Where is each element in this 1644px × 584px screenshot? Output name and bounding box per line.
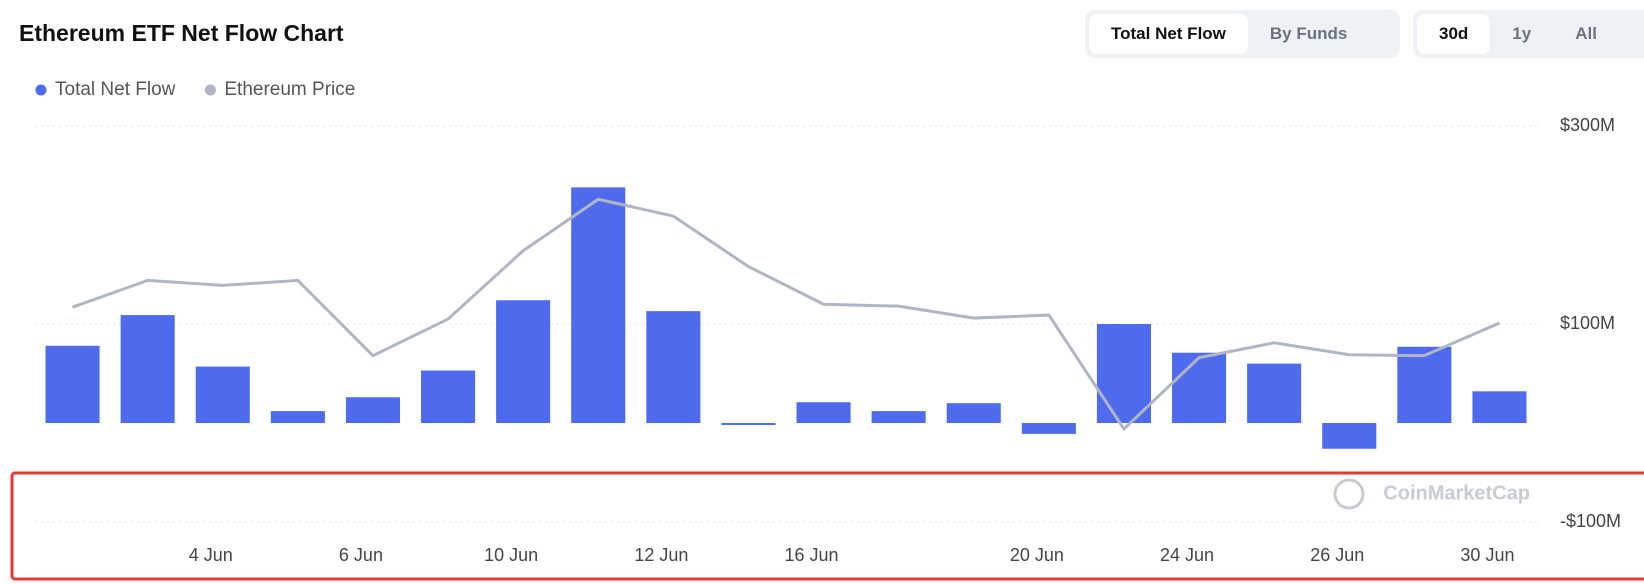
bar [721,423,776,425]
x-tick-label: 24 Jun [1160,545,1214,565]
x-tick-label: 4 Jun [189,545,233,565]
bar [496,300,551,423]
x-tick-label: 10 Jun [484,545,538,565]
tab[interactable]: All [1575,24,1597,43]
bar [345,397,400,423]
legend-marker [204,84,216,96]
bar [1021,423,1076,434]
bar [796,402,851,423]
tab[interactable]: 30d [1417,14,1491,54]
range-tabs: 30d 1y All [1413,10,1644,58]
bar [571,187,626,423]
view-tabs: Total Net Flow By Funds [1085,10,1400,58]
x-tick-label: 20 Jun [1010,545,1064,565]
legend-marker [35,84,47,96]
tab[interactable]: By Funds [1269,24,1348,43]
tab[interactable]: Total Net Flow [1089,14,1248,54]
x-tick-label: 12 Jun [634,545,688,565]
bar [195,366,250,423]
chart-title: Ethereum ETF Net Flow Chart [19,20,344,46]
watermark: CoinMarketCap [1383,482,1530,504]
bar [946,403,1001,423]
bar [120,315,175,423]
y-tick-label: $100M [1560,313,1615,333]
x-tick-label: 16 Jun [785,545,839,565]
legend-label: Total Net Flow [55,79,176,100]
bar [45,345,100,423]
bar [1397,346,1452,423]
watermark-logo [1333,478,1365,510]
bar [646,311,701,423]
tab[interactable]: 1y [1512,24,1532,43]
bar [421,370,476,423]
legend-label: Ethereum Price [224,79,355,100]
x-tick-label: 26 Jun [1310,545,1364,565]
price-line [72,197,1501,432]
y-tick-label: $300M [1560,115,1615,135]
bar [1172,352,1227,423]
bar [1472,391,1527,423]
bar [1322,423,1377,449]
y-tick-label: -$100M [1560,511,1621,531]
bar [1247,363,1302,423]
highlight-box [10,471,1644,581]
bar [871,411,926,423]
bar [270,411,325,423]
x-tick-label: 6 Jun [339,545,383,565]
bar [1096,324,1151,423]
x-tick-label: 30 Jun [1460,545,1514,565]
